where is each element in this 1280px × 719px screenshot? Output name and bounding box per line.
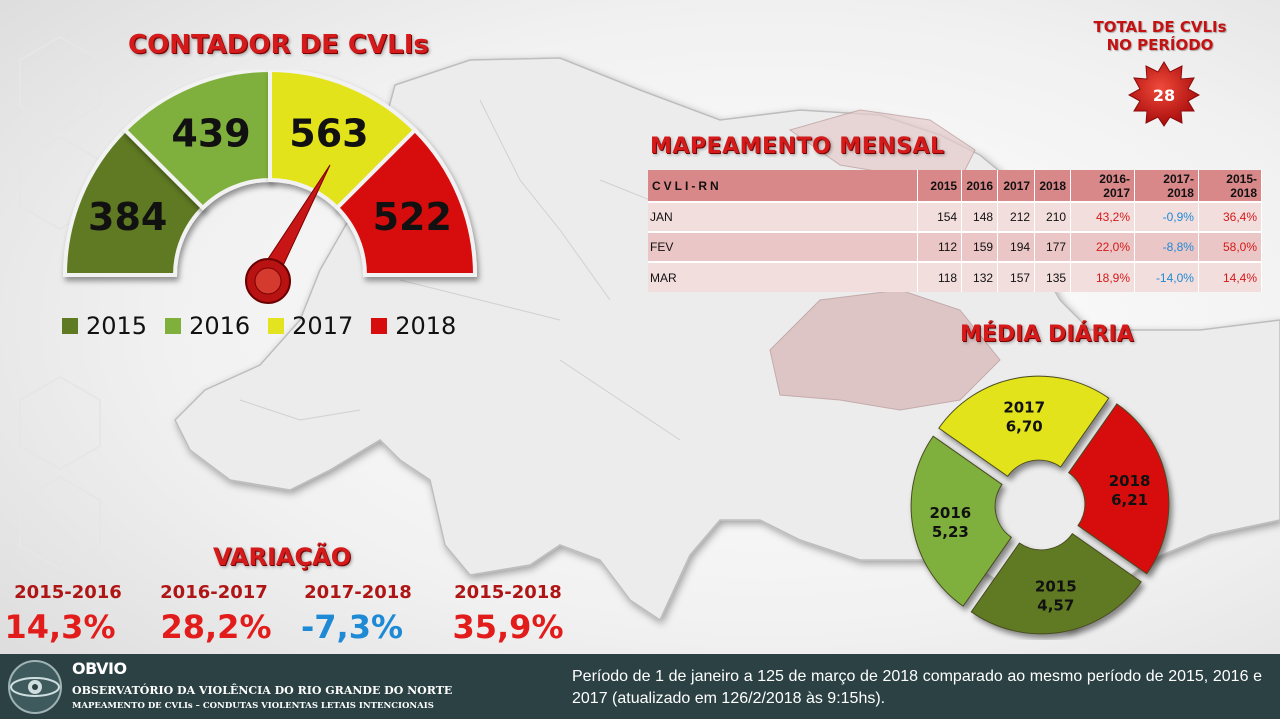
variacao-value: 28,2% [160,608,272,646]
hexagon-pattern [19,35,101,571]
table-cell: 210 [1034,201,1072,232]
donut-value-2018: 6,21 [1111,491,1148,509]
table-cell: 177 [1034,231,1072,262]
gauge-legend: 2015 2016 2017 2018 [62,312,456,340]
footer-subtitle: MAPEAMENTO DE CVLIs – CONDUTAS VIOLENTAS… [72,701,434,711]
table-cell: 36,4% [1198,201,1263,232]
table-header: 2018 [1034,170,1072,202]
total-title: TOTAL DE CVLIs NO PERÍODO [1080,18,1240,54]
table-header-row: CVLI-RN 2015 2016 2017 2018 2016-2017 20… [648,170,1263,202]
donut-segment-2015 [970,532,1142,635]
table-row: MAR 118 132 157 135 18,9% -14,0% 14,4% [648,261,1263,292]
table-cell: 118 [917,261,963,292]
variacao-value: 35,9% [452,608,564,646]
table-header: 2017-2018 [1134,170,1199,202]
table-cell: -0,9% [1134,201,1199,232]
footer: OBVIO OBSERVATÓRIO DA VIOLÊNCIA DO RIO G… [0,654,1280,719]
legend-swatch [268,318,285,334]
table-header: 2015-2018 [1198,170,1263,202]
donut-year-2018: 2018 [1109,472,1151,490]
table-header: 2015 [917,170,963,202]
footer-brand: OBVIO [72,659,127,678]
gauge-value-2016: 439 [171,112,250,156]
table-cell: 159 [961,231,999,262]
table-row: JAN 154 148 212 210 43,2% -0,9% 36,4% [648,201,1263,232]
table-cell: FEV [648,231,919,262]
variacao-label: 2015-2016 [14,582,122,603]
mensal-table: CVLI-RN 2015 2016 2017 2018 2016-2017 20… [648,170,1263,292]
table-cell: 22,0% [1070,231,1135,262]
table-cell: 112 [917,231,963,262]
table-cell: 154 [917,201,963,232]
total-starburst: 28 [1128,61,1200,127]
variacao-label: 2017-2018 [304,582,412,603]
legend-swatch [62,318,78,334]
table-cell: 18,9% [1070,261,1135,292]
table-row: FEV 112 159 194 177 22,0% -8,8% 58,0% [648,231,1263,262]
footer-note: Período de 1 de janeiro a 125 de março d… [572,668,1262,707]
donut-segment-2018 [1067,403,1170,575]
table-cell: 14,4% [1198,261,1263,292]
legend-item: 2015 [62,312,147,340]
legend-label: 2015 [86,312,148,340]
table-cell: 194 [997,231,1036,262]
mensal-title: MAPEAMENTO MENSAL [650,134,945,159]
donut-segment-2016 [910,435,1013,607]
donut-value-2016: 5,23 [932,523,969,541]
table-cell: 157 [997,261,1036,292]
variacao-value: 14,3% [4,608,116,646]
donut-year-2015: 2015 [1035,578,1077,596]
table-cell: 58,0% [1198,231,1263,262]
donut-value-2017: 6,70 [1006,417,1043,435]
donut-year-2017: 2017 [1003,398,1045,416]
legend-swatch [165,318,182,334]
total-block: TOTAL DE CVLIs NO PERÍODO [1080,18,1240,54]
legend-swatch [371,318,388,334]
table-cell: -14,0% [1134,261,1199,292]
legend-label: 2017 [292,312,354,340]
variacao-label: 2016-2017 [160,582,268,603]
donut-segment-2017 [938,375,1110,478]
gauge-title: CONTADOR DE CVLIs [128,30,429,60]
total-value: 28 [1153,86,1175,105]
mensal-table-wrap: CVLI-RN 2015 2016 2017 2018 2016-2017 20… [648,170,1263,292]
table-cell: JAN [648,201,919,232]
table-cell: 135 [1034,261,1072,292]
variacao-value: -7,3% [300,608,404,646]
table-cell: 132 [961,261,999,292]
table-cell: MAR [648,261,919,292]
legend-item: 2016 [165,312,250,340]
table-cell: 43,2% [1070,201,1135,232]
table-header: CVLI-RN [648,170,919,202]
table-header: 2016 [961,170,999,202]
gauge-segment-2018 [334,127,478,277]
gauge-hub-inner [254,267,282,295]
gauge-value-2017: 563 [289,112,368,156]
footer-org: OBSERVATÓRIO DA VIOLÊNCIA DO RIO GRANDE … [72,684,453,697]
table-cell: -8,8% [1134,231,1199,262]
legend-label: 2018 [395,312,457,340]
donut-year-2016: 2016 [930,504,972,522]
donut-value-2015: 4,57 [1037,597,1074,615]
gauge-value-2018: 522 [373,195,452,239]
variacao-title: VARIAÇÃO [213,543,352,571]
legend-item: 2017 [268,312,353,340]
table-cell: 212 [997,201,1036,232]
legend-item: 2018 [371,312,456,340]
table-header: 2016-2017 [1070,170,1135,202]
table-header: 2017 [997,170,1036,202]
gauge-value-2015: 384 [88,195,167,239]
legend-label: 2016 [189,312,251,340]
obvio-logo-icon [8,660,62,714]
total-title-line1: TOTAL DE CVLIs [1093,18,1227,36]
total-title-line2: NO PERÍODO [1106,36,1214,54]
media-title: MÉDIA DIÁRIA [960,322,1134,347]
variacao-label: 2015-2018 [454,582,562,603]
table-cell: 148 [961,201,999,232]
